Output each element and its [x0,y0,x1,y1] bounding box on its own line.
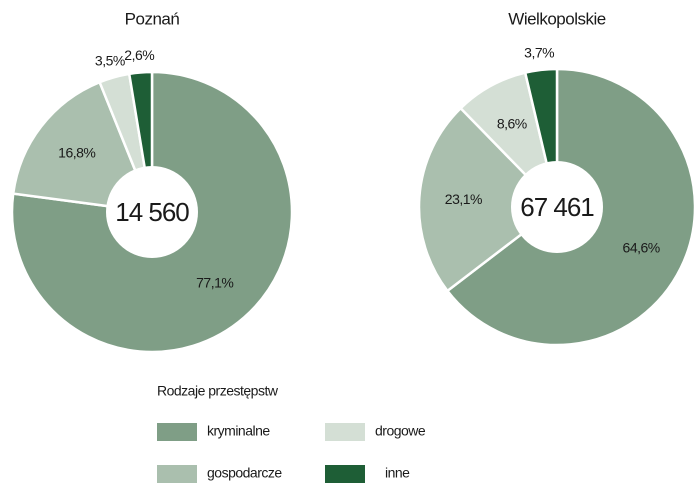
legend-label: kryminalne [207,423,270,439]
data-label: 77,1% [196,274,233,290]
total-label: 14 560 [115,197,189,227]
chart-title: Wielkopolskie [508,9,605,28]
data-label: 3,7% [524,45,554,61]
data-label: 2,6% [124,47,154,63]
legend-swatch [325,465,365,483]
legend-title: Rodzaje przestępstw [157,383,279,399]
data-label: 8,6% [497,115,527,131]
pie-slice [11,80,154,214]
legend-swatch [325,423,365,441]
legend-label: gospodarcze [207,465,282,481]
chart-title: Poznań [125,9,180,28]
donut-hole [106,166,198,258]
data-label: 3,5% [95,52,125,68]
data-label: 64,6% [623,239,660,255]
legend-label: drogowe [375,423,426,439]
donut-hole [511,161,603,253]
pie-slice [10,70,294,354]
data-label: 23,1% [445,191,482,207]
data-label: 16,8% [58,144,95,160]
total-label: 67 461 [520,192,594,222]
legend-swatch [157,465,197,483]
legend-label: inne [385,465,410,481]
legend-swatch [157,423,197,441]
pie-slice [417,106,559,293]
